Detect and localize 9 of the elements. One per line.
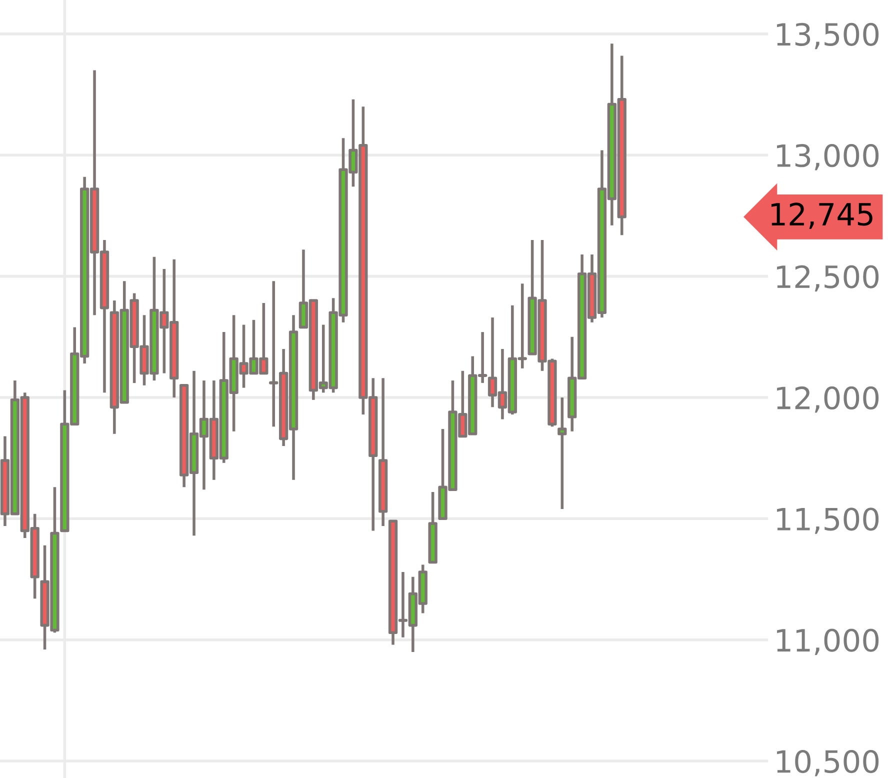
y-tick-label: 13,000: [777, 144, 879, 170]
y-tick-label: 10,500: [777, 750, 879, 776]
y-tick-label: 11,500: [777, 508, 879, 534]
y-tick-label: 13,500: [777, 22, 879, 50]
candlestick: [558, 396, 567, 510]
text: 12,745: [771, 202, 872, 229]
y-tick-label: 12,000: [777, 386, 879, 413]
y-tick-label: 12,500: [777, 265, 879, 292]
y-tick-label: 11,000: [777, 628, 879, 656]
